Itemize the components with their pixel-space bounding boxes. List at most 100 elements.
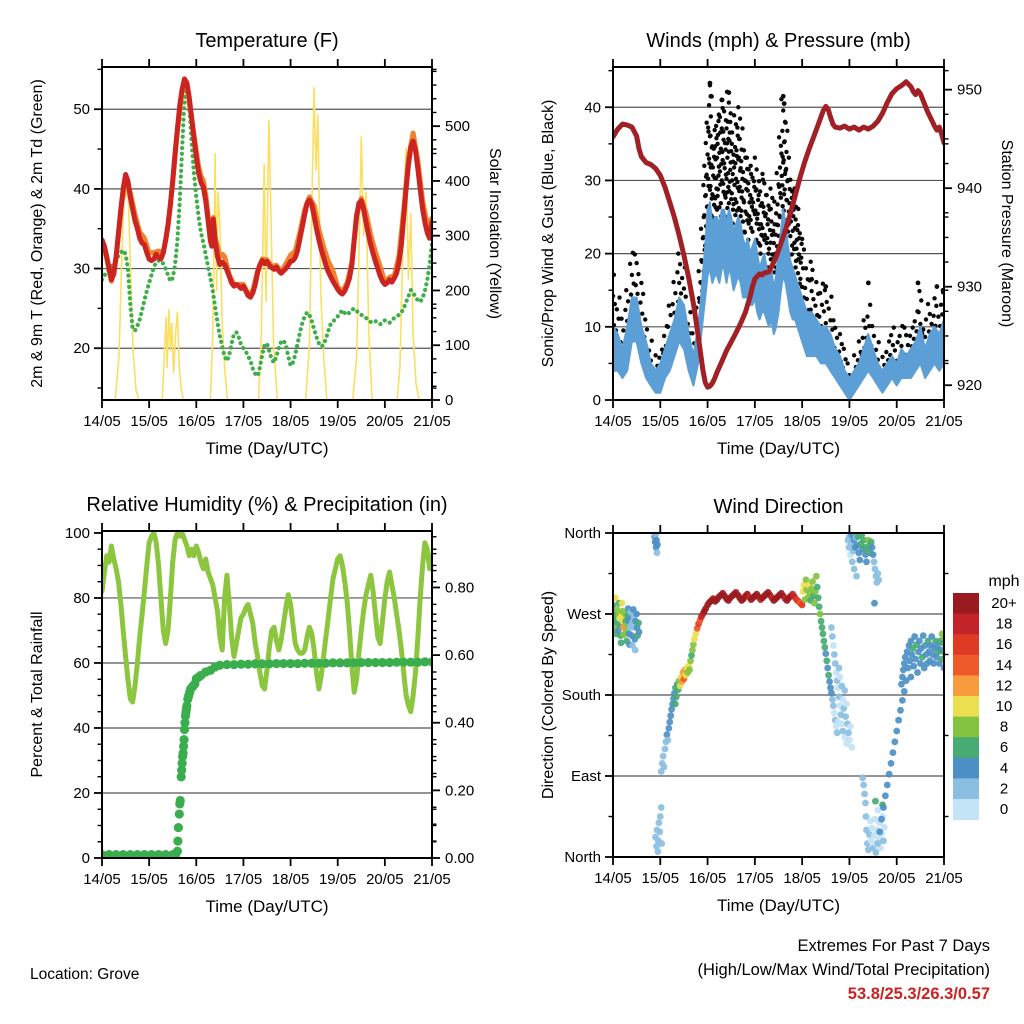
svg-text:15/05: 15/05 [130, 413, 168, 430]
svg-text:19/05: 19/05 [831, 413, 869, 430]
svg-text:16: 16 [996, 636, 1013, 653]
svg-text:300: 300 [445, 228, 470, 245]
humidity-precipitation-chart: 14/05 15/05 16/05 17/05 18/05 19/05 20/05 21/05… [29, 494, 474, 916]
svg-text:40: 40 [584, 99, 601, 116]
winds-pressure-chart: 14/05 15/05 16/05 17/05 18/05 19/05 20/05 21/05… [540, 30, 1015, 458]
station-info: Location: Grove Station elevation: 609.7… [30, 922, 371, 1024]
svg-text:80: 80 [73, 590, 90, 607]
svg-text:0.60: 0.60 [445, 647, 474, 664]
svg-text:0.40: 0.40 [445, 715, 474, 732]
svg-text:15/05: 15/05 [642, 413, 680, 430]
svg-text:Wind Direction: Wind Direction [713, 496, 843, 518]
svg-text:19/05: 19/05 [831, 870, 869, 887]
svg-text:940: 940 [957, 180, 982, 197]
svg-text:20/05: 20/05 [366, 413, 404, 430]
svg-text:20/05: 20/05 [878, 870, 916, 887]
svg-text:50: 50 [73, 101, 90, 118]
svg-text:18/05: 18/05 [783, 870, 821, 887]
svg-text:14/05: 14/05 [83, 871, 121, 888]
svg-text:18/05: 18/05 [783, 413, 821, 430]
svg-text:21/05: 21/05 [413, 413, 451, 430]
svg-text:20/05: 20/05 [878, 413, 916, 430]
svg-text:16/05: 16/05 [689, 413, 727, 430]
svg-text:East: East [571, 768, 602, 785]
svg-text:100: 100 [445, 337, 470, 354]
svg-text:17/05: 17/05 [736, 870, 774, 887]
svg-text:16/05: 16/05 [689, 870, 727, 887]
svg-text:18/05: 18/05 [272, 871, 310, 888]
svg-text:14/05: 14/05 [594, 870, 632, 887]
svg-text:14: 14 [996, 657, 1013, 674]
svg-text:17/05: 17/05 [736, 413, 774, 430]
svg-text:400: 400 [445, 173, 470, 190]
svg-text:0.20: 0.20 [445, 782, 474, 799]
svg-text:10: 10 [584, 319, 601, 336]
svg-text:20+: 20+ [991, 595, 1017, 612]
svg-text:17/05: 17/05 [225, 871, 263, 888]
svg-text:North: North [564, 525, 601, 542]
svg-text:10: 10 [996, 698, 1013, 715]
svg-text:Time (Day/UTC): Time (Day/UTC) [717, 439, 840, 458]
svg-text:16/05: 16/05 [178, 413, 216, 430]
svg-text:8: 8 [1000, 719, 1008, 736]
svg-text:920: 920 [957, 377, 982, 394]
temperature-chart: 14/05 15/05 16/05 17/05 18/05 19/05 20/05 21/05… [29, 30, 503, 458]
svg-text:950: 950 [957, 82, 982, 99]
svg-text:930: 930 [957, 279, 982, 296]
svg-text:Solar Insolation (Yellow): Solar Insolation (Yellow) [486, 148, 503, 319]
svg-text:Relative Humidity (%) & Precip: Relative Humidity (%) & Precipitation (i… [86, 494, 447, 516]
svg-text:Time (Day/UTC): Time (Day/UTC) [205, 897, 328, 916]
svg-text:15/05: 15/05 [130, 871, 168, 888]
extremes-values: 53.8/25.3/26.3/0.57 [847, 985, 990, 1003]
svg-text:19/05: 19/05 [319, 413, 357, 430]
svg-text:40: 40 [73, 720, 90, 737]
extremes-subtitle: (High/Low/Max Wind/Total Precipitation) [697, 961, 990, 979]
svg-text:200: 200 [445, 282, 470, 299]
svg-text:21/05: 21/05 [925, 870, 963, 887]
svg-text:14/05: 14/05 [83, 413, 121, 430]
svg-text:North: North [564, 849, 601, 866]
svg-text:60: 60 [73, 655, 90, 672]
svg-text:4: 4 [1000, 760, 1008, 777]
svg-text:21/05: 21/05 [413, 871, 451, 888]
svg-text:Sonic/Prop Wind & Gust (Blue,: Sonic/Prop Wind & Gust (Blue, Black) [540, 100, 557, 368]
svg-text:18/05: 18/05 [272, 413, 310, 430]
svg-text:Time (Day/UTC): Time (Day/UTC) [205, 439, 328, 458]
svg-text:12: 12 [996, 677, 1013, 694]
svg-text:Temperature (F): Temperature (F) [195, 30, 338, 52]
svg-text:15/05: 15/05 [642, 870, 680, 887]
svg-text:6: 6 [1000, 739, 1008, 756]
svg-text:0: 0 [445, 392, 453, 409]
svg-text:0: 0 [82, 850, 90, 867]
svg-text:Direction (Colored By Speed): Direction (Colored By Speed) [540, 591, 557, 799]
svg-text:mph: mph [988, 573, 1019, 590]
svg-text:500: 500 [445, 118, 470, 135]
svg-text:0.80: 0.80 [445, 579, 474, 596]
svg-text:20: 20 [584, 246, 601, 263]
svg-text:0.00: 0.00 [445, 850, 474, 867]
wind-direction-chart: 14/05 15/05 16/05 17/05 18/05 19/05 20/05 21/05… [540, 496, 1020, 915]
svg-text:0: 0 [1000, 801, 1008, 818]
svg-text:0: 0 [593, 392, 601, 409]
svg-text:Time (Day/UTC): Time (Day/UTC) [717, 896, 840, 915]
svg-text:20: 20 [73, 785, 90, 802]
svg-text:Percent & Total Rainfall: Percent & Total Rainfall [29, 611, 46, 777]
svg-text:Winds (mph) & Pressure (mb): Winds (mph) & Pressure (mb) [646, 30, 911, 52]
svg-text:16/05: 16/05 [178, 871, 216, 888]
svg-text:19/05: 19/05 [319, 871, 357, 888]
svg-text:South: South [562, 687, 601, 704]
svg-text:21/05: 21/05 [925, 413, 963, 430]
svg-text:30: 30 [73, 261, 90, 278]
extremes-summary: Extremes For Past 7 Days (High/Low/Max W… [697, 934, 990, 1006]
station-location: Location: Grove [30, 966, 140, 983]
svg-text:20/05: 20/05 [366, 871, 404, 888]
svg-text:17/05: 17/05 [225, 413, 263, 430]
svg-text:West: West [567, 606, 602, 623]
svg-text:40: 40 [73, 181, 90, 198]
svg-text:14/05: 14/05 [594, 413, 632, 430]
svg-text:2: 2 [1000, 780, 1008, 797]
svg-text:20: 20 [73, 340, 90, 357]
svg-text:2m & 9m T (Red, Orange) & 2m T: 2m & 9m T (Red, Orange) & 2m Td (Green) [29, 79, 46, 388]
